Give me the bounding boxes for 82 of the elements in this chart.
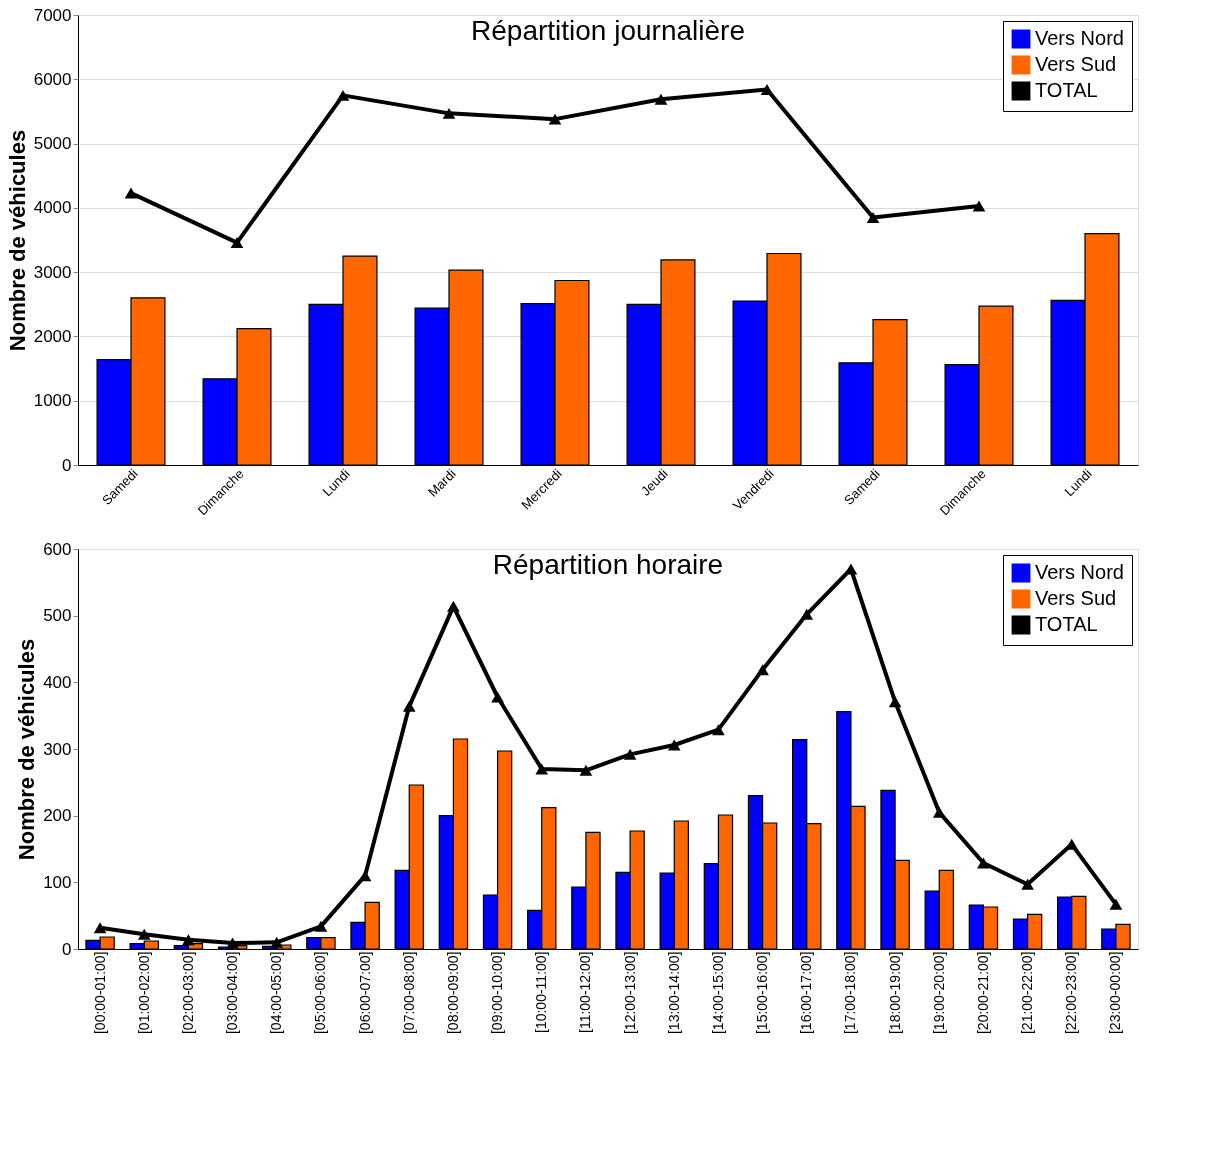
legend-label: Vers Nord: [1035, 27, 1124, 49]
y-tick-label: 500: [43, 606, 72, 626]
point: [491, 691, 504, 703]
y-tick-label: 600: [43, 539, 72, 559]
x-tick-label: [12:00-13:00]: [621, 951, 638, 1035]
point: [535, 763, 549, 775]
y-tick-label: 3000: [33, 262, 72, 282]
point: [548, 113, 562, 125]
x-tick-label: [06:00-07:00]: [356, 951, 373, 1035]
x-tick-label: [09:00-10:00]: [489, 951, 506, 1035]
y-tick-label: 0: [62, 939, 72, 959]
x-tick-label: [10:00-11:00]: [533, 951, 550, 1033]
point: [800, 608, 814, 620]
chart-title: Répartition horaire: [492, 549, 724, 580]
point: [230, 237, 244, 249]
point: [124, 187, 138, 199]
point: [93, 922, 107, 934]
y-tick-label: 5000: [33, 134, 72, 154]
point: [579, 764, 593, 776]
y-tick-label: 2000: [33, 326, 72, 346]
x-tick-label: [20:00-21:00]: [974, 951, 991, 1035]
x-tick-label: [01:00-02:00]: [135, 951, 152, 1035]
point: [866, 212, 880, 223]
legend-label: Vers Sud: [1035, 53, 1117, 75]
x-tick-label: [00:00-01:00]: [91, 951, 108, 1035]
point: [182, 934, 195, 946]
y-tick-label: 400: [43, 672, 72, 692]
x-tick-label: [04:00-05:00]: [268, 951, 285, 1035]
x-tick-label: [07:00-08:00]: [400, 951, 417, 1035]
point: [226, 937, 239, 949]
point: [1021, 878, 1034, 890]
point: [972, 200, 986, 212]
point: [667, 739, 681, 751]
point: [402, 700, 416, 712]
point: [1109, 898, 1123, 910]
point: [932, 806, 946, 818]
x-tick-label: [22:00-23:00]: [1063, 951, 1080, 1035]
y-tick-label: 1000: [33, 391, 72, 411]
legend-label: Vers Sud: [1035, 587, 1117, 609]
legend-label: Vers Nord: [1035, 561, 1124, 583]
x-tick-label: [18:00-19:00]: [886, 951, 903, 1035]
x-tick-label: [08:00-09:00]: [444, 951, 461, 1035]
y-axis-title: Nombre de véhicules: [4, 129, 30, 352]
y-tick-label: 100: [43, 872, 72, 892]
x-tick-label: [14:00-15:00]: [709, 951, 726, 1035]
y-tick-label: 200: [43, 806, 72, 826]
point: [314, 920, 328, 932]
point: [358, 870, 372, 882]
x-tick-label: [13:00-14:00]: [665, 951, 682, 1035]
x-tick-label: [23:00-00:00]: [1107, 951, 1124, 1035]
x-tick-label: [03:00-04:00]: [224, 951, 241, 1035]
point: [442, 107, 456, 119]
point: [336, 89, 350, 101]
point: [1065, 838, 1079, 850]
point: [654, 93, 668, 105]
point: [756, 664, 769, 676]
x-tick-label: [11:00-12:00]: [577, 951, 594, 1033]
x-tick-label: [15:00-16:00]: [754, 951, 771, 1035]
point: [623, 748, 637, 760]
point: [844, 563, 858, 575]
point: [977, 857, 990, 869]
y-tick-label: 7000: [33, 5, 72, 25]
point: [137, 928, 151, 940]
y-tick-label: 4000: [33, 198, 72, 218]
y-tick-label: 300: [43, 739, 72, 759]
x-tick-label: [19:00-20:00]: [930, 951, 947, 1035]
x-tick-label: [21:00-22:00]: [1019, 951, 1036, 1035]
x-tick-label: [17:00-18:00]: [842, 951, 859, 1035]
point: [447, 600, 460, 612]
point: [760, 84, 774, 96]
point: [888, 696, 902, 708]
y-axis-title: Nombre de véhicules: [14, 638, 40, 861]
legend-label: TOTAL: [1035, 79, 1098, 101]
x-tick-label: [05:00-06:00]: [312, 951, 329, 1035]
y-tick-label: 6000: [33, 69, 72, 89]
x-tick-label: [02:00-03:00]: [179, 951, 196, 1035]
x-tick-label: [16:00-17:00]: [798, 951, 815, 1035]
point: [270, 936, 284, 948]
chart-title: Répartition journalière: [471, 15, 745, 46]
point: [712, 724, 725, 736]
y-tick-label: 0: [62, 455, 72, 475]
legend-label: TOTAL: [1035, 613, 1098, 635]
